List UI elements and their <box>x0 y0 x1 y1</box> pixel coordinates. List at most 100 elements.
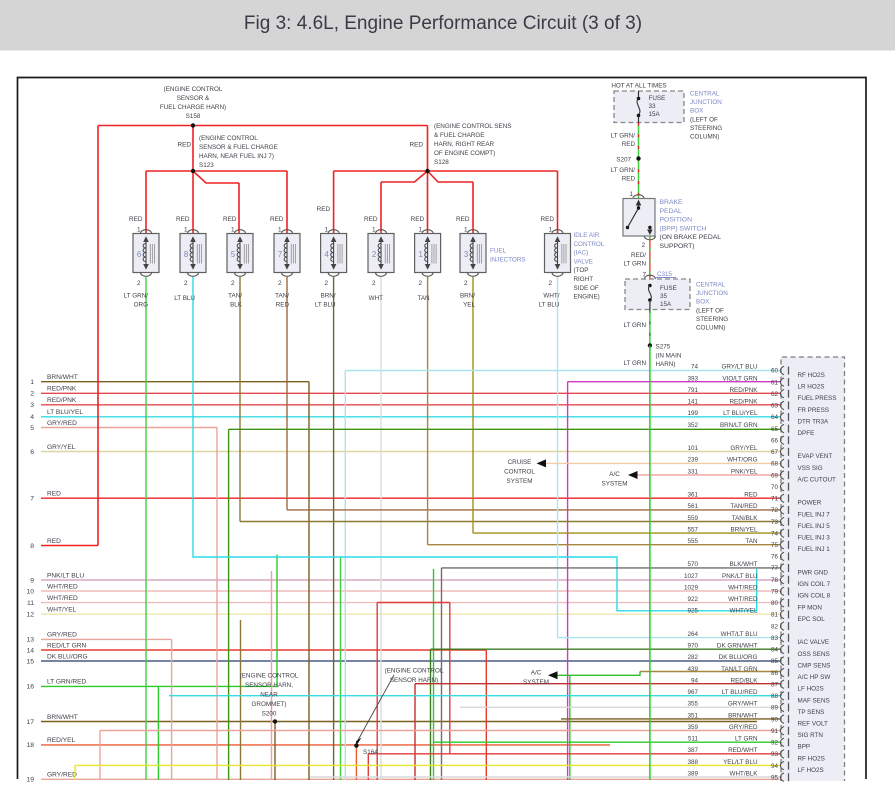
svg-text:RED: RED <box>47 538 61 545</box>
svg-text:SYSTEM: SYSTEM <box>602 481 628 488</box>
svg-text:14: 14 <box>26 647 34 654</box>
svg-text:80: 80 <box>771 600 779 607</box>
svg-text:A/C HP SW: A/C HP SW <box>798 674 831 681</box>
svg-text:77: 77 <box>771 565 779 572</box>
svg-text:62: 62 <box>771 391 779 398</box>
svg-text:CMP SENS: CMP SENS <box>798 662 831 669</box>
svg-text:CENTRAL: CENTRAL <box>696 282 726 289</box>
svg-text:388: 388 <box>687 759 698 766</box>
svg-text:WHT/: WHT/ <box>543 293 559 300</box>
svg-text:WHT/RED: WHT/RED <box>47 583 78 590</box>
svg-text:94: 94 <box>771 763 779 770</box>
svg-text:GRY/LT BLU: GRY/LT BLU <box>721 364 757 371</box>
svg-text:RED: RED <box>317 206 331 213</box>
svg-text:1: 1 <box>278 227 282 234</box>
svg-text:SENSOR HARN,: SENSOR HARN, <box>245 682 293 689</box>
svg-text:1: 1 <box>629 191 633 198</box>
svg-text:2: 2 <box>372 250 376 259</box>
svg-text:COLUMN): COLUMN) <box>690 134 719 141</box>
svg-text:561: 561 <box>687 503 698 510</box>
svg-text:RED: RED <box>622 141 636 148</box>
svg-text:6: 6 <box>137 250 141 259</box>
svg-text:10: 10 <box>26 588 34 595</box>
svg-text:RF HO2S: RF HO2S <box>798 372 825 379</box>
svg-text:CENTRAL: CENTRAL <box>690 91 720 98</box>
svg-text:1: 1 <box>325 227 329 234</box>
svg-text:1: 1 <box>231 227 235 234</box>
svg-text:JUNCTION: JUNCTION <box>696 290 728 297</box>
svg-text:SUPPORT): SUPPORT) <box>660 243 695 250</box>
svg-text:FP MON: FP MON <box>798 604 823 611</box>
svg-text:RED: RED <box>364 216 378 223</box>
svg-text:CONTROL: CONTROL <box>504 469 535 476</box>
svg-text:TAN: TAN <box>417 295 430 302</box>
svg-text:5: 5 <box>231 250 236 259</box>
svg-text:GRY/RED: GRY/RED <box>729 724 758 731</box>
svg-text:557: 557 <box>687 526 698 533</box>
svg-text:WHT/LT BLU: WHT/LT BLU <box>721 631 758 638</box>
svg-text:2: 2 <box>548 280 552 287</box>
svg-text:(ENGINE CONTROL: (ENGINE CONTROL <box>199 135 258 142</box>
svg-text:WHT/RED: WHT/RED <box>728 596 758 603</box>
svg-text:74: 74 <box>691 364 699 371</box>
svg-text:REF VOLT: REF VOLT <box>798 721 828 728</box>
svg-text:BPP: BPP <box>798 744 811 751</box>
svg-text:BLK: BLK <box>230 302 243 309</box>
svg-text:C315: C315 <box>657 271 673 278</box>
svg-text:93: 93 <box>771 751 779 758</box>
svg-text:967: 967 <box>687 689 698 696</box>
svg-text:TAN/BLK: TAN/BLK <box>732 515 759 522</box>
svg-text:1: 1 <box>464 227 468 234</box>
svg-text:Fig 3: 4.6L, Engine Performanc: Fig 3: 4.6L, Engine Performance Circuit … <box>244 13 642 34</box>
svg-text:GRY/YEL: GRY/YEL <box>730 445 758 452</box>
svg-text:(LEFT OF: (LEFT OF <box>696 307 724 314</box>
svg-text:S164: S164 <box>363 749 378 756</box>
svg-text:74: 74 <box>771 530 779 537</box>
svg-text:2: 2 <box>137 280 141 287</box>
svg-text:BOX: BOX <box>690 108 704 115</box>
svg-text:LT GRN: LT GRN <box>623 261 646 268</box>
svg-text:LT GRN: LT GRN <box>623 360 646 367</box>
svg-text:FUEL INJ 7: FUEL INJ 7 <box>798 511 831 518</box>
svg-text:352: 352 <box>687 422 698 429</box>
svg-text:RED/: RED/ <box>631 252 646 259</box>
svg-text:(ENGINE CONTROL: (ENGINE CONTROL <box>240 673 299 680</box>
svg-text:VSS SIG: VSS SIG <box>798 465 823 472</box>
svg-text:88: 88 <box>771 693 779 700</box>
svg-text:8: 8 <box>184 250 188 259</box>
svg-text:OSS SENS: OSS SENS <box>798 651 830 658</box>
svg-text:LT GRN/: LT GRN/ <box>611 167 636 174</box>
svg-text:S158: S158 <box>186 113 201 120</box>
svg-text:RED: RED <box>270 216 284 223</box>
svg-text:WHT: WHT <box>369 295 383 302</box>
svg-text:439: 439 <box>687 666 698 673</box>
svg-text:65: 65 <box>771 426 779 433</box>
svg-text:1029: 1029 <box>684 585 699 592</box>
svg-text:BRN/: BRN/ <box>321 293 336 300</box>
svg-text:SENSOR &: SENSOR & <box>177 95 210 102</box>
svg-text:LT GRN/: LT GRN/ <box>124 293 149 300</box>
svg-text:73: 73 <box>771 519 779 526</box>
svg-text:FUSE: FUSE <box>649 95 666 102</box>
svg-text:DK GRN/WHT: DK GRN/WHT <box>717 643 758 650</box>
svg-text:(ENGINE CONTROL: (ENGINE CONTROL <box>385 668 444 675</box>
svg-text:264: 264 <box>687 631 698 638</box>
svg-text:361: 361 <box>687 492 698 499</box>
svg-text:RED/PNK: RED/PNK <box>730 399 759 406</box>
svg-text:LF HO2S: LF HO2S <box>798 686 824 693</box>
svg-text:84: 84 <box>771 647 779 654</box>
svg-text:82: 82 <box>771 623 779 630</box>
svg-text:511: 511 <box>688 736 699 743</box>
svg-text:70: 70 <box>771 484 779 491</box>
svg-text:1: 1 <box>184 227 188 234</box>
svg-text:15: 15 <box>26 658 34 665</box>
svg-text:RED/BLK: RED/BLK <box>731 677 759 684</box>
svg-text:A/C: A/C <box>609 471 620 478</box>
svg-text:HARN, NEAR FUEL INJ 7): HARN, NEAR FUEL INJ 7) <box>199 153 274 160</box>
svg-text:61: 61 <box>771 379 779 386</box>
svg-text:17: 17 <box>26 719 34 726</box>
svg-text:15A: 15A <box>660 301 672 308</box>
svg-text:WHT/RED: WHT/RED <box>728 585 758 592</box>
svg-text:GRY/WHT: GRY/WHT <box>728 701 758 708</box>
svg-text:SENSOR & FUEL CHARGE: SENSOR & FUEL CHARGE <box>199 144 278 151</box>
